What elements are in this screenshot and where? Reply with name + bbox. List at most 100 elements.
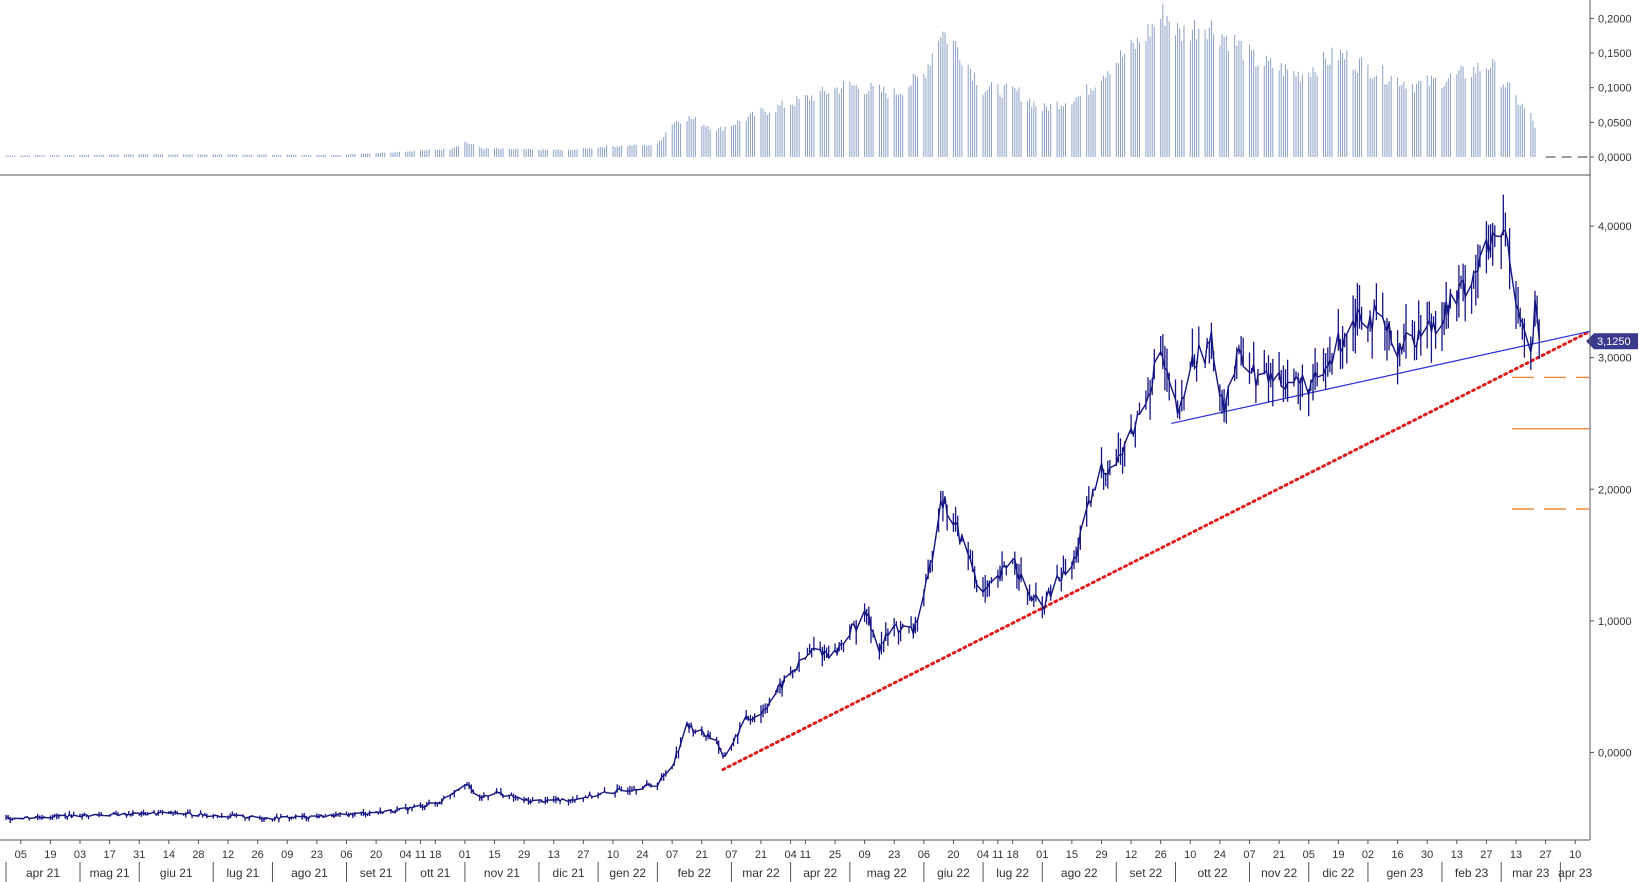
x-tick-label: 23 [311, 849, 323, 861]
x-tick-label: 11 [800, 849, 811, 861]
x-tick-label: 18 [1007, 849, 1019, 861]
x-tick-label: 10 [1184, 849, 1196, 861]
price-y-tick-label: 4,0000 [1598, 221, 1632, 233]
x-tick-label: 27 [1539, 849, 1551, 861]
month-label: mag 22 [867, 866, 907, 880]
x-tick-label: 03 [74, 849, 86, 861]
x-tick-label: 19 [44, 849, 56, 861]
x-tick-label: 06 [918, 849, 930, 861]
x-tick-label: 09 [281, 849, 293, 861]
price-line [5, 229, 1540, 821]
x-tick-label: 12 [222, 849, 234, 861]
vol-y-tick-label: 0,2000 [1598, 13, 1632, 25]
vol-y-tick-label: 0,1000 [1598, 83, 1632, 95]
last-value-badge [1586, 333, 1638, 350]
x-tick-label: 14 [163, 849, 175, 861]
x-tick-label: 13 [1451, 849, 1463, 861]
month-label: ago 22 [1061, 866, 1098, 880]
x-tick-label: 21 [755, 849, 767, 861]
solid-trend-line [1171, 330, 1591, 425]
x-tick-label: 01 [1036, 849, 1048, 861]
price-panel: 0,0000 1,0000 2,0000 3,0000 4,0000 3,1250 [5, 194, 1638, 823]
x-tick-label: 07 [725, 849, 737, 861]
x-tick-label: 10 [1569, 849, 1581, 861]
x-tick-label: 17 [104, 849, 116, 861]
month-label: feb 22 [678, 866, 712, 880]
x-tick-label: 13 [548, 849, 560, 861]
month-label: apr 21 [26, 866, 60, 880]
x-tick-label: 28 [192, 849, 204, 861]
x-tick-label: 16 [1391, 849, 1403, 861]
x-tick-label: 04 [784, 849, 796, 861]
month-label: mar 23 [1512, 866, 1550, 880]
x-tick-label: 24 [636, 849, 648, 861]
x-tick-label: 10 [607, 849, 619, 861]
vol-y-tick-label: 0,0000 [1598, 152, 1632, 164]
dotted-trend-line [721, 329, 1592, 772]
x-tick-label: 19 [1332, 849, 1344, 861]
month-label: lug 22 [996, 866, 1029, 880]
x-tick-label: 15 [1066, 849, 1078, 861]
x-tick-label: 12 [1125, 849, 1137, 861]
x-tick-label: 01 [459, 849, 471, 861]
x-tick-label: 29 [518, 849, 530, 861]
x-tick-label: 04 [400, 849, 412, 861]
x-tick-label: 21 [1273, 849, 1285, 861]
price-y-tick-label: 3,0000 [1598, 353, 1632, 365]
month-label: dic 22 [1322, 866, 1354, 880]
vol-y-tick-label: 0,0500 [1598, 117, 1632, 129]
month-label: ott 21 [420, 866, 450, 880]
x-tick-label: 26 [1155, 849, 1167, 861]
x-tick-label: 27 [1480, 849, 1492, 861]
month-label: dic 21 [553, 866, 585, 880]
x-tick-label: 29 [1095, 849, 1107, 861]
x-tick-label: 27 [577, 849, 589, 861]
x-tick-label: 20 [370, 849, 382, 861]
x-tick-label: 24 [1214, 849, 1226, 861]
month-label: ott 22 [1197, 866, 1227, 880]
month-label: apr 23 [1558, 866, 1592, 880]
month-label: gen 22 [609, 866, 646, 880]
x-tick-label: 05 [15, 849, 27, 861]
x-tick-label: 11 [415, 849, 426, 861]
month-label: nov 21 [484, 866, 520, 880]
month-label: mag 21 [90, 866, 130, 880]
x-tick-label: 05 [1303, 849, 1315, 861]
price-y-tick-label: 0,0000 [1598, 747, 1632, 759]
month-label: mar 22 [742, 866, 780, 880]
month-label: set 22 [1130, 866, 1163, 880]
volatility-panel: 0,0000 0,0500 0,1000 0,1500 0,2000 [5, 3, 1632, 164]
month-label: giu 22 [937, 866, 970, 880]
x-tick-label: 06 [340, 849, 352, 861]
x-tick-label: 07 [666, 849, 678, 861]
x-tick-label: 02 [1362, 849, 1374, 861]
month-label: giu 21 [160, 866, 193, 880]
month-label: set 21 [360, 866, 393, 880]
x-tick-label: 25 [829, 849, 841, 861]
vol-y-tick-label: 0,1500 [1598, 48, 1632, 60]
last-value-label: 3,1250 [1597, 336, 1631, 348]
x-axis: 05 19 03 17 31 14 28 12 26 09 23 06 20 04 11 18 01 15 29 13… [5, 840, 1593, 882]
month-label: ago 21 [291, 866, 328, 880]
month-label: feb 23 [1455, 866, 1489, 880]
month-label: gen 23 [1387, 866, 1424, 880]
x-tick-label: 07 [1243, 849, 1255, 861]
x-tick-label: 21 [696, 849, 708, 861]
x-tick-label: 26 [252, 849, 264, 861]
price-y-tick-label: 1,0000 [1598, 616, 1632, 628]
x-tick-label: 09 [858, 849, 870, 861]
month-label: apr 22 [803, 866, 837, 880]
x-tick-label: 11 [992, 849, 1003, 861]
x-tick-label: 30 [1421, 849, 1433, 861]
x-tick-label: 04 [977, 849, 989, 861]
x-tick-label: 13 [1510, 849, 1522, 861]
x-tick-label: 20 [947, 849, 959, 861]
month-label: lug 21 [227, 866, 260, 880]
x-tick-label: 23 [888, 849, 900, 861]
x-tick-label: 15 [488, 849, 500, 861]
x-tick-label: 18 [429, 849, 441, 861]
price-y-tick-label: 2,0000 [1598, 484, 1632, 496]
x-tick-label: 31 [133, 849, 145, 861]
month-label: nov 22 [1261, 866, 1297, 880]
